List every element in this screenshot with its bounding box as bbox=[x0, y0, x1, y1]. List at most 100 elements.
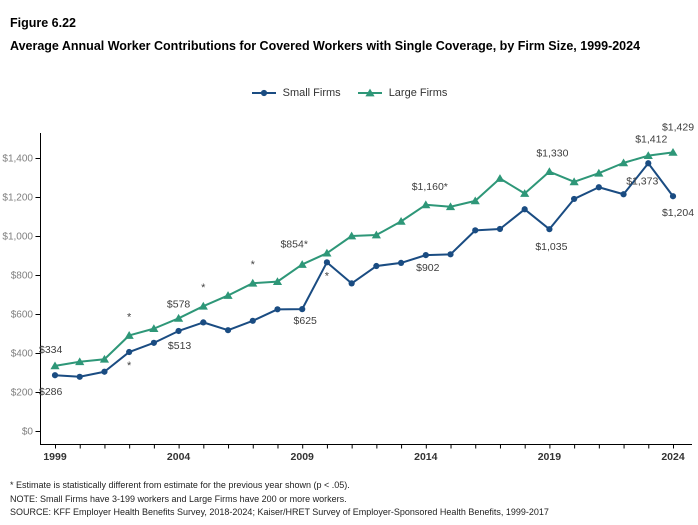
data-point-large-2011 bbox=[347, 231, 357, 240]
data-point-small-2005 bbox=[200, 319, 207, 326]
data-point-large-2000 bbox=[75, 357, 85, 366]
data-point-large-2003 bbox=[149, 324, 159, 333]
data-point-small-2015 bbox=[447, 251, 454, 258]
data-point-large-2014 bbox=[421, 200, 431, 209]
data-point-large-2020 bbox=[569, 177, 579, 186]
circle-marker-icon bbox=[251, 89, 276, 97]
data-point-small-2012 bbox=[373, 262, 380, 270]
data-point-large-2001 bbox=[99, 354, 110, 363]
y-axis-label: $600 bbox=[11, 310, 34, 321]
point-label-small-2009: $625 bbox=[294, 315, 318, 327]
y-axis-label: $1,200 bbox=[2, 193, 33, 204]
x-axis-label: 2004 bbox=[167, 451, 191, 463]
point-label-large-2009: $854* bbox=[280, 238, 307, 250]
chart-legend: Small Firms Large Firms bbox=[0, 87, 698, 99]
x-axis-label: 2009 bbox=[291, 451, 315, 463]
data-point-large-2007 bbox=[248, 278, 258, 287]
point-label-large-2019: $1,330 bbox=[536, 148, 568, 160]
data-point-small-2006 bbox=[224, 327, 232, 334]
x-axis-label: 1999 bbox=[43, 451, 67, 463]
legend-item-large-firms: Large Firms bbox=[357, 87, 448, 99]
data-point-small-2010 bbox=[323, 259, 331, 266]
data-point-small-2019 bbox=[546, 226, 553, 233]
x-axis-label: 2014 bbox=[414, 451, 438, 463]
data-point-large-2017 bbox=[495, 174, 505, 182]
data-point-large-2013 bbox=[396, 216, 406, 225]
footnote-source: SOURCE: KFF Employer Health Benefits Sur… bbox=[10, 507, 549, 517]
data-point-small-2003 bbox=[150, 339, 157, 346]
point-label-small-2004: $513 bbox=[168, 340, 192, 352]
significance-asterisk-large-2005: * bbox=[201, 282, 206, 294]
point-label-small-2019: $1,035 bbox=[535, 241, 567, 253]
y-axis-label: $0 bbox=[22, 427, 34, 438]
legend-label: Large Firms bbox=[388, 87, 448, 99]
point-label-small-2014: $902 bbox=[416, 262, 440, 274]
chart-footnotes: * Estimate is statistically different fr… bbox=[10, 479, 698, 520]
y-axis-label: $800 bbox=[11, 271, 34, 282]
data-point-small-2018 bbox=[521, 206, 528, 213]
series-line-large-firms bbox=[54, 151, 674, 367]
series-line-small-firms bbox=[54, 162, 674, 378]
y-axis-label: $200 bbox=[11, 388, 34, 399]
data-point-large-2008 bbox=[272, 277, 283, 286]
legend-label: Small Firms bbox=[282, 87, 341, 99]
figure-title: Average Annual Worker Contributions for … bbox=[10, 39, 641, 53]
data-point-small-2020 bbox=[571, 195, 578, 203]
data-point-large-2015 bbox=[445, 202, 456, 211]
data-point-large-2019 bbox=[544, 167, 554, 176]
data-point-small-2011 bbox=[348, 280, 355, 287]
line-chart: $0 $200 $400 $600 $800 $1,000 $1,200 $1,400 1999… bbox=[2, 121, 694, 463]
figure-number: Figure 6.22 bbox=[10, 16, 76, 30]
data-point-large-2023 bbox=[643, 151, 653, 160]
y-axis-label: $400 bbox=[11, 349, 34, 360]
data-point-small-2001 bbox=[101, 368, 108, 375]
data-point-small-2002 bbox=[126, 348, 133, 356]
data-point-small-1999 bbox=[51, 372, 59, 379]
point-label-large-1999: $334 bbox=[39, 344, 63, 356]
data-point-small-2008 bbox=[274, 306, 281, 313]
data-point-large-2009 bbox=[297, 260, 307, 268]
significance-asterisk-small-2010: * bbox=[325, 270, 330, 282]
figure-header: Figure 6.22 Average Annual Worker Contri… bbox=[10, 12, 668, 58]
data-point-large-2021 bbox=[594, 168, 604, 177]
data-point-large-2016 bbox=[470, 196, 480, 205]
footnote-significance: * Estimate is statistically different fr… bbox=[10, 480, 350, 490]
triangle-marker-icon bbox=[357, 88, 382, 97]
data-point-large-2004 bbox=[174, 313, 184, 322]
x-axis-label: 2024 bbox=[661, 451, 685, 463]
data-point-small-2022 bbox=[620, 191, 627, 198]
point-label-small-2024: $1,204 bbox=[662, 207, 694, 219]
data-point-small-2009 bbox=[299, 306, 306, 313]
x-axis-label: 2019 bbox=[538, 451, 562, 463]
point-label-large-2014: $1,160* bbox=[412, 181, 448, 193]
data-point-large-2002 bbox=[124, 331, 134, 339]
point-label-small-1999: $286 bbox=[39, 386, 63, 398]
data-point-small-2021 bbox=[595, 184, 602, 191]
significance-asterisk-large-2007: * bbox=[251, 259, 256, 271]
significance-asterisk-small-2002: * bbox=[127, 360, 132, 372]
data-point-small-2013 bbox=[397, 259, 405, 267]
data-point-large-2018 bbox=[520, 189, 530, 197]
data-point-small-2000 bbox=[76, 373, 83, 380]
point-label-large-2024: $1,429 bbox=[662, 121, 694, 133]
footnote-note: NOTE: Small Firms have 3-199 workers and… bbox=[10, 493, 347, 504]
data-point-large-2022 bbox=[618, 158, 629, 167]
data-point-large-2010 bbox=[322, 248, 332, 257]
data-point-small-2023 bbox=[645, 160, 652, 167]
data-point-small-2016 bbox=[472, 227, 479, 234]
data-point-large-2006 bbox=[223, 291, 233, 299]
point-label-large-2023: $1,412 bbox=[635, 134, 667, 146]
y-axis-label: $1,400 bbox=[2, 154, 33, 165]
data-point-small-2017 bbox=[496, 225, 504, 233]
point-label-small-2023: $1,373 bbox=[626, 175, 658, 187]
data-point-large-2005 bbox=[198, 301, 208, 310]
data-point-large-2024 bbox=[668, 147, 678, 156]
data-point-large-1999 bbox=[50, 361, 60, 370]
data-point-small-2007 bbox=[249, 317, 256, 324]
legend-item-small-firms: Small Firms bbox=[251, 87, 341, 99]
data-point-small-2004 bbox=[175, 327, 182, 335]
data-point-small-2024 bbox=[669, 193, 677, 200]
data-point-large-2012 bbox=[371, 230, 381, 239]
y-axis-label: $1,000 bbox=[2, 232, 33, 243]
